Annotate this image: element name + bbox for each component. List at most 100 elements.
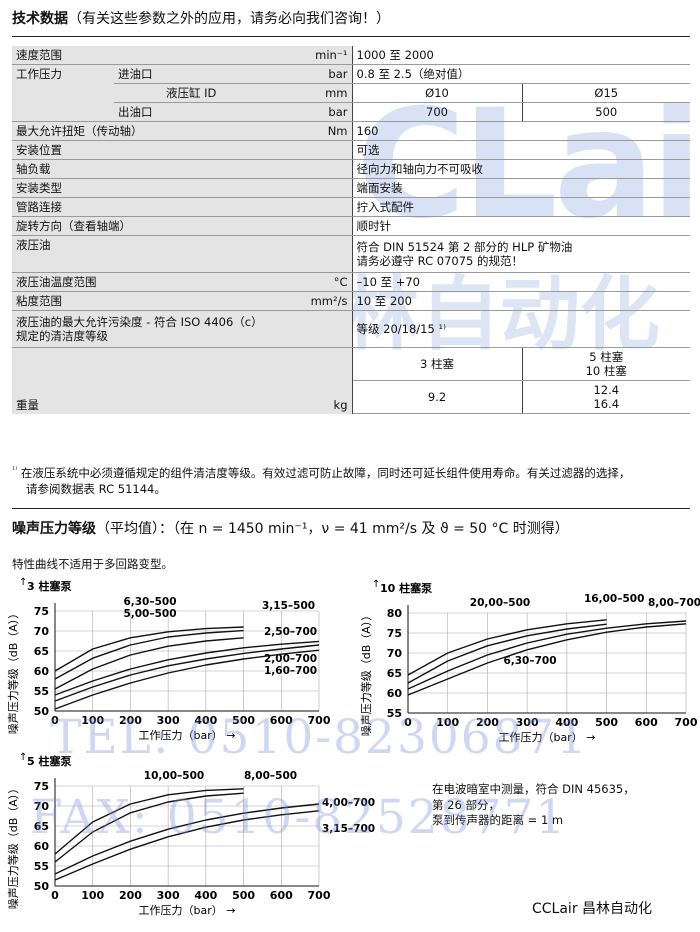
- series-line: [407, 623, 607, 684]
- y-axis-arrow: ↑: [19, 577, 27, 588]
- watermark-fax: FAX: 0510-82528771: [30, 790, 568, 845]
- x-tick-label: 700: [308, 714, 331, 727]
- spec-row-piping: 管路连接 拧入式配件: [12, 197, 691, 217]
- x-axis-label: 工作压力（bar） →: [139, 729, 236, 742]
- y-tick-label: 70: [34, 800, 50, 813]
- y-tick-label: 50: [34, 705, 50, 718]
- series-line: [54, 626, 244, 672]
- series-label: 20,00–500: [470, 597, 530, 609]
- y-tick-label: 65: [34, 820, 49, 833]
- series-line: [54, 788, 244, 855]
- spec-row-cleanliness: 液压油的最大允许污染度 - 符合 ISO 4406（c） 规定的清洁度等级 等级 …: [12, 310, 691, 348]
- y-axis-label: 噪声压力等级（dB（A））: [359, 610, 373, 737]
- series-label: 5,00–500: [123, 608, 176, 620]
- series-line: [54, 637, 244, 690]
- chart-title: 10 柱塞泵: [380, 581, 432, 595]
- series-label: 6,30–500: [123, 596, 176, 608]
- noise-title-note: （平均值）：（在 n = 1450 min⁻¹，ν = 41 mm²/s 及 ϑ…: [96, 521, 569, 537]
- series-label: 2,50–700: [264, 626, 317, 638]
- x-tick-label: 400: [194, 714, 217, 727]
- x-tick-label: 0: [404, 716, 412, 729]
- y-tick-label: 55: [34, 860, 49, 873]
- x-tick-label: 100: [81, 714, 104, 727]
- x-tick-label: 700: [308, 889, 331, 902]
- y-axis-arrow: ↑: [372, 579, 380, 590]
- x-tick-label: 0: [51, 714, 59, 727]
- series-line: [54, 644, 320, 702]
- x-tick-label: 300: [516, 716, 539, 729]
- x-tick-label: 400: [555, 716, 578, 729]
- y-tick-label: 55: [387, 707, 402, 720]
- series-line: [407, 620, 687, 690]
- footnote: ¹⁾ 在液压系统中必须遵循规定的组件清洁度等级。有效过滤可防止故障，同时还可延长…: [12, 465, 631, 496]
- y-tick-label: 50: [34, 880, 50, 893]
- x-tick-label: 300: [157, 714, 180, 727]
- x-tick-label: 300: [157, 889, 180, 902]
- y-tick-label: 75: [34, 780, 49, 793]
- spec-row-inlet: 工作压力 进油口 bar 0.8 至 2.5（绝对值）: [12, 64, 691, 122]
- spec-row-rotation: 旋转方向（查看轴端） 顺时针: [12, 216, 691, 236]
- y-tick-label: 80: [387, 607, 403, 620]
- x-axis-label: 工作压力（bar） →: [139, 904, 236, 917]
- series-label: 1,60–700: [264, 665, 317, 677]
- y-tick-label: 65: [387, 667, 402, 680]
- x-tick-label: 600: [270, 714, 293, 727]
- series-label: 4,00–700: [322, 797, 375, 809]
- measurement-note: 在电波暗室中测量，符合 DIN 45635， 第 26 部分， 泵到传声器的距离…: [432, 782, 635, 827]
- series-label: 3,15–700: [322, 823, 375, 835]
- x-tick-label: 400: [194, 889, 217, 902]
- series-line: [54, 803, 320, 875]
- x-tick-label: 200: [119, 714, 142, 727]
- y-axis-label: 噪声压力等级（dB（A））: [6, 783, 20, 910]
- series-label: 3,15–500: [262, 600, 315, 612]
- spec-row-viscosity: 粘度范围 mm²/s 10 至 200: [12, 291, 691, 311]
- spec-row-outlet: 出油口 bar 700 500: [12, 102, 691, 122]
- series-line: [54, 640, 320, 696]
- chart-3-piston: 0 100 200 300 400 500 600 700 50 55 60 65 70 75 3 柱塞泵↑…: [6, 577, 331, 742]
- series-line: [54, 810, 320, 881]
- spec-row-speed: 速度范围 min⁻¹ 1000 至 2000: [12, 46, 691, 65]
- y-tick-label: 70: [34, 625, 50, 638]
- series-label: 8,00–700: [648, 597, 700, 609]
- spec-row-mount-position: 安装位置 可选: [12, 140, 691, 160]
- y-tick-label: 70: [387, 647, 403, 660]
- spec-row-torque: 最大允许扭矩（传动轴） Nm 160: [12, 121, 691, 141]
- series-line: [54, 792, 244, 863]
- series-line: [407, 623, 687, 696]
- series-line: [407, 619, 607, 676]
- specs-table: 速度范围 min⁻¹ 1000 至 2000 工作压力 进油口 bar 0.8 …: [12, 46, 691, 414]
- chart-title: 3 柱塞泵: [27, 579, 71, 593]
- noise-note: 特性曲线不适用于多回路变型。: [12, 557, 173, 571]
- spec-row-cylinder: 液压缸 ID mm Ø10 Ø15: [12, 83, 691, 103]
- specs-title: 技术数据: [12, 11, 68, 27]
- series-label: 8,00–500: [244, 770, 297, 782]
- chart-5-piston: 0 100 200 300 400 500 600 700 50 55 60 65 70 75 5 柱塞泵↑…: [6, 752, 375, 917]
- specs-heading: 技术数据（有关这些参数之外的应用，请务必向我们咨询！）: [12, 8, 390, 28]
- x-tick-label: 200: [476, 716, 499, 729]
- watermark-tel: TEL: 0510-82306871: [50, 710, 589, 765]
- footnote-rule: [12, 508, 690, 509]
- chart-10-piston: 0 100 200 300 400 500 600 700 55 60 65 70 75 80 10 柱塞泵…: [359, 579, 700, 744]
- x-tick-label: 200: [119, 889, 142, 902]
- x-tick-label: 600: [270, 889, 293, 902]
- x-tick-label: 100: [436, 716, 459, 729]
- x-tick-label: 100: [81, 889, 104, 902]
- x-tick-label: 0: [51, 889, 59, 902]
- brand-label: CCLair 昌林自动化: [532, 901, 653, 917]
- y-tick-label: 75: [387, 627, 402, 640]
- spec-row-mount-type: 安装类型 端面安装: [12, 178, 691, 198]
- noise-heading: 噪声压力等级（平均值）：（在 n = 1450 min⁻¹，ν = 41 mm²…: [12, 518, 569, 538]
- y-tick-label: 75: [34, 605, 49, 618]
- x-tick-label: 700: [675, 716, 698, 729]
- x-tick-label: 500: [232, 889, 255, 902]
- heading-rule: [12, 36, 690, 37]
- spec-row-fluid-temp: 液压油温度范围 °C –10 至 +70: [12, 272, 691, 292]
- series-label: 16,00–500: [584, 593, 644, 605]
- x-tick-label: 500: [595, 716, 618, 729]
- series-label: 6,30–700: [503, 655, 556, 667]
- noise-title: 噪声压力等级: [12, 521, 96, 537]
- spec-row-weight-values: 9.2 12.416.4: [12, 380, 691, 414]
- x-axis-label: 工作压力（bar） →: [499, 731, 596, 744]
- y-tick-label: 60: [34, 840, 50, 853]
- spec-row-shaft-load: 轴负载 径向力和轴向力不可吸收: [12, 159, 691, 179]
